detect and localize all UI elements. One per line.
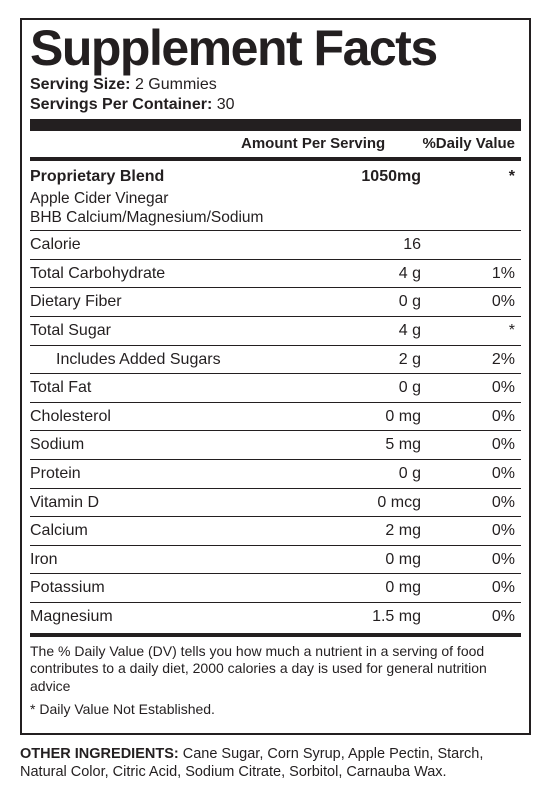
nutrient-name: Potassium: [30, 577, 331, 599]
nutrient-row: Total Sugar4 g*: [30, 317, 521, 345]
nutrient-name: Vitamin D: [30, 492, 331, 514]
nutrient-amount: 0 mg: [331, 577, 441, 599]
nutrient-dv: 0%: [441, 463, 521, 485]
nutrient-name: Total Fat: [30, 377, 331, 399]
blend-line: Apple Cider Vinegar: [30, 190, 521, 209]
nutrient-dv: 0%: [441, 577, 521, 599]
nutrient-row: Protein0 g0%: [30, 460, 521, 488]
serving-block: Serving Size: 2 Gummies Servings Per Con…: [30, 75, 521, 119]
serving-size-value: 2 Gummies: [135, 76, 217, 93]
nutrient-amount: 4 g: [331, 263, 441, 285]
nutrient-name: Dietary Fiber: [30, 291, 331, 313]
nutrient-dv: 0%: [441, 377, 521, 399]
nutrient-name: Includes Added Sugars: [30, 349, 331, 371]
servings-per-label: Servings Per Container:: [30, 96, 212, 113]
servings-per-value: 30: [217, 96, 235, 113]
nutrient-amount: 0 g: [331, 291, 441, 313]
nutrient-row: Total Carbohydrate4 g1%: [30, 260, 521, 288]
nutrient-row: Dietary Fiber0 g0%: [30, 288, 521, 316]
nutrient-name: Total Sugar: [30, 320, 331, 342]
nutrient-row: Calorie16: [30, 231, 521, 259]
nutrient-row: Magnesium1.5 mg0%: [30, 603, 521, 631]
rule: [30, 119, 521, 131]
title: Supplement Facts: [30, 20, 521, 75]
nutrient-row: Iron0 mg0%: [30, 546, 521, 574]
nutrient-row: Calcium2 mg0%: [30, 517, 521, 545]
nutrient-amount: 0 mg: [331, 549, 441, 571]
nutrient-dv: 1%: [441, 263, 521, 285]
header-dv: %Daily Value: [411, 135, 521, 152]
nutrient-amount: 5 mg: [331, 434, 441, 456]
header-amount: Amount Per Serving: [241, 135, 411, 152]
nutrient-name: Iron: [30, 549, 331, 571]
nutrient-amount: 1.5 mg: [331, 606, 441, 628]
nutrient-row: Sodium5 mg0%: [30, 431, 521, 459]
nutrient-amount: 0 g: [331, 463, 441, 485]
blend-dv: *: [441, 166, 521, 188]
nutrient-dv: 0%: [441, 434, 521, 456]
nutrient-dv: 0%: [441, 549, 521, 571]
nutrient-row: Potassium0 mg0%: [30, 574, 521, 602]
nutrient-dv: [441, 234, 521, 256]
nutrient-name: Cholesterol: [30, 406, 331, 428]
nutrient-dv: 0%: [441, 492, 521, 514]
footnotes: The % Daily Value (DV) tells you how muc…: [30, 639, 521, 727]
nutrient-dv: 0%: [441, 520, 521, 542]
other-label: OTHER INGREDIENTS:: [20, 746, 179, 762]
footnote-dv: The % Daily Value (DV) tells you how muc…: [30, 643, 521, 696]
nutrient-amount: 4 g: [331, 320, 441, 342]
nutrient-name: Protein: [30, 463, 331, 485]
nutrient-name: Calcium: [30, 520, 331, 542]
nutrient-row: Cholesterol0 mg0%: [30, 403, 521, 431]
nutrient-row: Includes Added Sugars2 g2%: [30, 346, 521, 374]
column-headers: Amount Per Serving %Daily Value: [30, 133, 521, 155]
nutrient-name: Magnesium: [30, 606, 331, 628]
nutrient-amount: 2 mg: [331, 520, 441, 542]
rule: [30, 157, 521, 161]
nutrient-amount: 16: [331, 234, 441, 256]
blend-amount: 1050mg: [331, 166, 441, 188]
nutrient-dv: 0%: [441, 406, 521, 428]
other-ingredients: OTHER INGREDIENTS: Cane Sugar, Corn Syru…: [20, 735, 531, 781]
blend-line: BHB Calcium/Magnesium/Sodium: [30, 209, 521, 231]
serving-size-label: Serving Size:: [30, 76, 130, 93]
nutrient-amount: 0 mg: [331, 406, 441, 428]
footnote-star: * Daily Value Not Established.: [30, 701, 521, 719]
blend-name: Proprietary Blend: [30, 166, 331, 188]
nutrient-row: Vitamin D0 mcg0%: [30, 489, 521, 517]
blend-row: Proprietary Blend 1050mg *: [30, 163, 521, 191]
nutrient-amount: 0 g: [331, 377, 441, 399]
nutrient-dv: *: [441, 320, 521, 342]
nutrient-row: Total Fat0 g0%: [30, 374, 521, 402]
rule: [30, 633, 521, 637]
nutrient-dv: 0%: [441, 606, 521, 628]
nutrient-dv: 0%: [441, 291, 521, 313]
nutrient-name: Calorie: [30, 234, 331, 256]
nutrient-name: Total Carbohydrate: [30, 263, 331, 285]
nutrient-dv: 2%: [441, 349, 521, 371]
nutrient-amount: 2 g: [331, 349, 441, 371]
facts-panel: Supplement Facts Serving Size: 2 Gummies…: [20, 18, 531, 735]
nutrient-name: Sodium: [30, 434, 331, 456]
nutrient-amount: 0 mcg: [331, 492, 441, 514]
